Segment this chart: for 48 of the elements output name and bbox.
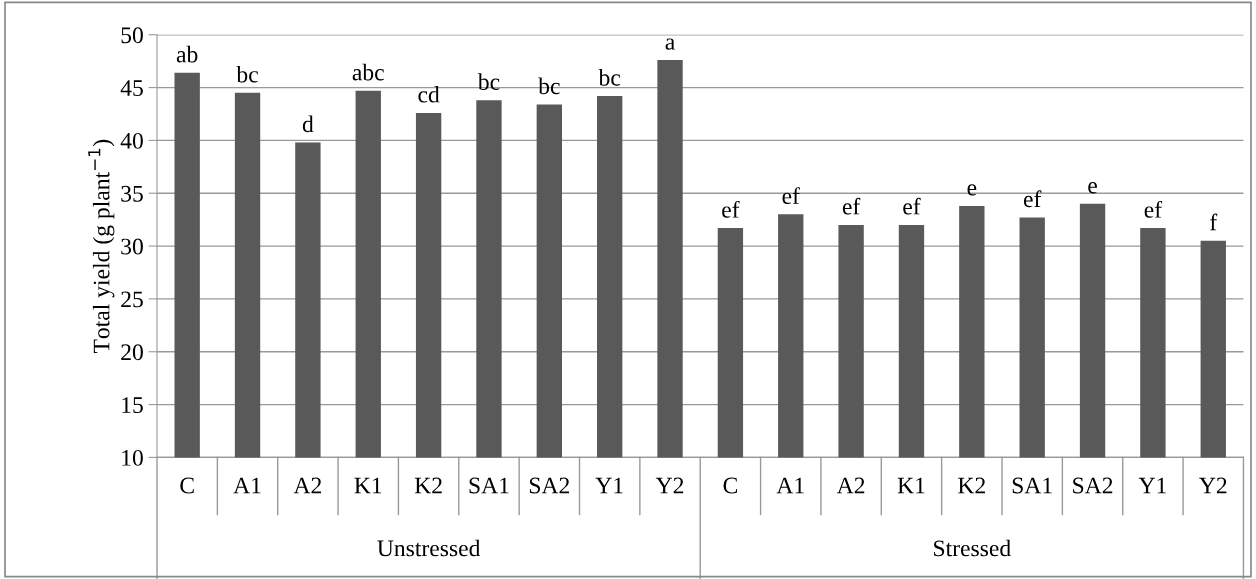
x-tick-label: K1 bbox=[897, 477, 925, 494]
y-tick-label: 35 bbox=[121, 185, 143, 202]
y-tick-label: 40 bbox=[120, 132, 143, 149]
text: Stressed bbox=[934, 539, 1011, 557]
y-tick-label: 20 bbox=[121, 344, 143, 361]
data-label: ef bbox=[903, 197, 921, 215]
y-tick-label: 15 bbox=[122, 397, 143, 413]
y-tick-label: 45 bbox=[120, 80, 143, 96]
data-label: cd bbox=[418, 85, 440, 103]
data-label: bc bbox=[538, 77, 560, 95]
x-tick-label: K2 bbox=[414, 477, 442, 494]
data-label: ef bbox=[782, 187, 800, 205]
y-tick-label: 50 bbox=[121, 27, 143, 44]
x-tick-label: SA2 bbox=[529, 477, 570, 494]
x-tick-label: SA2 bbox=[1073, 477, 1113, 494]
x-tick-label: Y2 bbox=[655, 477, 684, 494]
y-tick-label: 30 bbox=[121, 238, 143, 255]
x-tick-label: C bbox=[723, 477, 737, 494]
data-label: e bbox=[1088, 182, 1097, 194]
y-tick-label: 25 bbox=[121, 291, 143, 308]
x-tick-label: K1 bbox=[354, 477, 382, 494]
data-label: ef bbox=[1023, 190, 1042, 208]
data-label: bc bbox=[236, 65, 258, 83]
x-tick-label: A1 bbox=[233, 477, 261, 494]
data-label: e bbox=[967, 184, 977, 196]
x-tick-label: SA1 bbox=[1012, 477, 1052, 494]
data-label: ef bbox=[1144, 200, 1163, 218]
x-tick-label: Y1 bbox=[1138, 477, 1166, 494]
data-label: f bbox=[1210, 213, 1218, 231]
x-tick-label: K2 bbox=[958, 477, 985, 494]
y-axis-title: Total yield (g plant$^{−1}$) bbox=[88, 139, 115, 354]
x-tick-label: Y2 bbox=[1199, 477, 1227, 494]
data-label: abc bbox=[352, 63, 384, 81]
x-tick-label: SA1 bbox=[469, 477, 509, 494]
x-tick-label: Y1 bbox=[595, 477, 623, 494]
x-tick-label: A1 bbox=[776, 477, 804, 494]
data-label: a bbox=[665, 38, 675, 50]
text: Unstressed bbox=[377, 539, 481, 557]
x-tick-label: A2 bbox=[293, 477, 322, 494]
data-label: ab bbox=[176, 45, 198, 63]
data-label: d bbox=[302, 115, 314, 133]
x-tick-label: A2 bbox=[836, 477, 865, 494]
data-label: bc bbox=[598, 69, 621, 86]
y-tick-label: 10 bbox=[122, 449, 143, 466]
data-label: ef bbox=[842, 197, 861, 215]
data-label: ef bbox=[722, 200, 740, 218]
data-label: bc bbox=[477, 73, 500, 90]
x-tick-label: C bbox=[180, 477, 194, 494]
